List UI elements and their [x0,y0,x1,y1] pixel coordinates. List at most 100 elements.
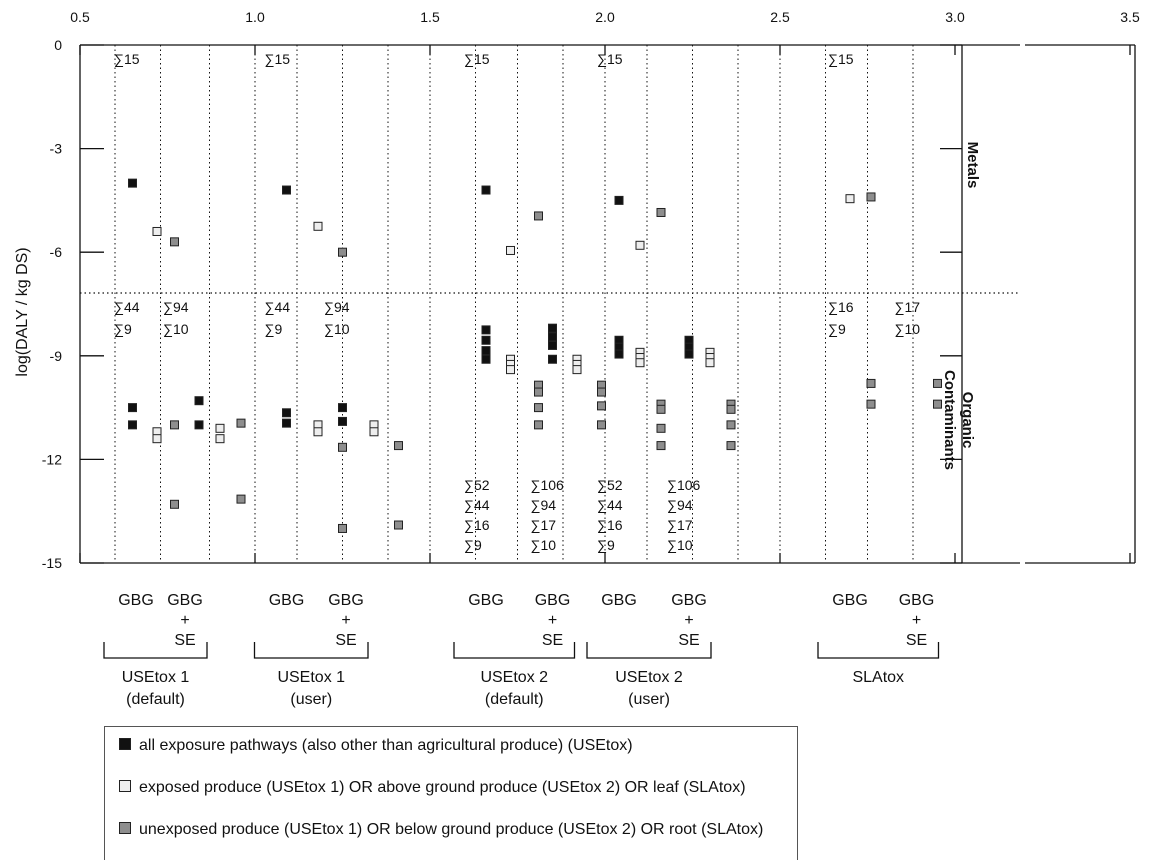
data-point-series-0 [128,403,137,413]
legend-swatch-black [119,738,131,750]
column-label-line: + [912,612,921,629]
group-label-line: SLAtox [852,669,904,686]
data-point-series-0 [684,349,694,359]
group-label-line: USEtox 2 [480,669,548,686]
column-label-line: GBG [167,592,203,609]
legend-item-unexposed: unexposed produce (USEtox 1) OR below gr… [119,821,763,839]
data-point-series-0 [338,416,347,426]
data-point-series-2 [534,420,543,430]
metals-sum-label: ∑15 [114,51,140,67]
group-label-line: (user) [628,691,670,708]
column-label-line: SE [678,632,699,649]
legend-swatch-light [119,780,131,792]
data-point-series-1 [635,358,645,368]
group-label-line: USEtox 1 [122,669,190,686]
data-point-series-2 [170,237,179,247]
organic-sum-label: ∑10 [324,321,350,337]
data-point-series-0 [282,408,291,418]
organic-sum-label: ∑44 [114,299,140,315]
group-bracket [453,642,576,659]
data-point-series-1 [506,365,515,375]
group-label-line: (default) [126,691,185,708]
legend-label: unexposed produce (USEtox 1) OR below gr… [139,821,764,838]
y-tick-label: -6 [50,244,63,260]
x-tick-label: 1.0 [245,9,265,25]
organic-sum-label: ∑10 [895,321,921,337]
group-label: USEtox 1 (default) [122,669,190,708]
group-label: SLAtox [852,669,904,686]
data-point-series-1 [313,221,323,231]
group-brackets: USEtox 1 (default) USEtox 1 (user) USEtox 2 (… [103,642,940,708]
group-label: USEtox 1 (user) [277,669,345,708]
data-point-series-2 [933,378,942,388]
metals-sum-label: ∑15 [464,51,490,67]
x-tick-label: 2.0 [595,9,615,25]
section-label-organic: OrganicContaminants [941,370,976,470]
column-label-line: SE [174,632,195,649]
organic-sum-label: ∑106 [531,477,565,493]
data-point-series-1 [369,427,379,437]
column-label: GBG + SE [899,592,935,649]
column-label: GBG [601,592,637,609]
organic-sum-label: ∑44 [597,497,623,513]
data-point-series-1 [705,358,715,368]
organic-sum-label: ∑44 [464,497,490,513]
sum-annotations: ∑15 ∑44 ∑9 ∑94 ∑10 ∑15 ∑44 ∑9 ∑94 ∑10 ∑15 ∑52 ∑44 ∑16… [114,51,920,553]
data-point-series-2 [338,247,347,257]
section-label-line: Organic [959,392,976,449]
data-point-series-2 [170,499,179,509]
column-label: GBG + SE [167,592,203,649]
column-label-line: GBG [328,592,364,609]
column-label-line: + [180,612,189,629]
data-point-series-2 [656,441,666,451]
data-point-series-2 [534,387,543,397]
section-label-metals: Metals [964,142,981,189]
column-label-line: GBG [832,592,868,609]
data-point-series-2 [866,378,876,388]
data-point-series-2 [236,494,246,504]
column-label-line: + [684,612,693,629]
data-point-series-0 [548,354,557,364]
group-bracket [253,642,369,659]
data-point-series-2 [170,420,179,430]
organic-sum-label: ∑94 [163,299,189,315]
y-tick-label: -12 [42,451,62,467]
x-axis-ticks: 0.5 1.0 1.5 2.0 2.5 3.0 3.5 [70,9,1140,563]
data-point-series-0 [614,349,624,359]
data-point-series-2 [338,442,347,452]
column-label-line: GBG [899,592,935,609]
data-point-series-2 [656,207,666,217]
column-label-line: GBG [671,592,707,609]
y-tick-label: -15 [42,555,62,571]
organic-sum-label: ∑17 [895,299,921,315]
group-label-line: (default) [485,691,544,708]
axes [79,44,1136,564]
organic-sum-label: ∑94 [324,299,350,315]
x-tick-label: 1.5 [420,9,440,25]
legend: all exposure pathways (also other than a… [104,726,798,860]
column-label-line: SE [335,632,356,649]
organic-sum-label: ∑94 [667,497,693,513]
organic-sum-label: ∑52 [597,477,623,493]
metals-sum-label: ∑15 [597,51,623,67]
data-point-series-0 [481,346,491,356]
group-bracket [586,642,712,659]
data-point-series-0 [614,195,624,205]
data-point-series-2 [866,399,876,409]
organic-sum-label: ∑94 [531,497,557,513]
y-axis-ticks: 0 -3 -6 -9 -12 -15 [42,37,962,571]
column-label: GBG [468,592,504,609]
data-point-series-2 [726,441,736,451]
data-point-series-1 [152,434,162,444]
data-point-series-1 [215,434,225,444]
data-point-series-2 [534,403,543,413]
legend-item-exposed: exposed produce (USEtox 1) OR above grou… [119,779,746,797]
data-point-series-2 [394,441,403,451]
data-point-series-2 [933,399,942,409]
column-label-line: SE [906,632,927,649]
column-label-line: GBG [601,592,637,609]
column-label-line: GBG [535,592,571,609]
y-axis-label: log(DALY / kg DS) [14,247,31,376]
group-bracket [103,642,208,659]
